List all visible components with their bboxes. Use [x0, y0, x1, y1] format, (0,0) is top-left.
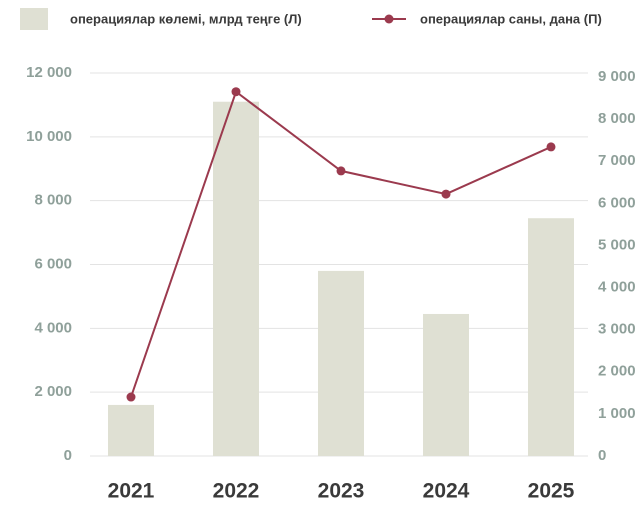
- line-point: [336, 166, 346, 176]
- legend-label: операциялар саны, дана (П): [420, 11, 602, 26]
- line-point: [126, 392, 136, 402]
- bar: [528, 218, 574, 456]
- line-point: [231, 87, 241, 97]
- bar: [423, 313, 469, 456]
- bar: [318, 270, 364, 456]
- x-tick-label: 2024: [423, 480, 470, 503]
- line-point: [546, 142, 556, 152]
- legend-swatch: [384, 14, 394, 24]
- x-tick-label: 2021: [108, 480, 155, 503]
- y-tick-label: 0: [64, 447, 72, 464]
- y2-tick-label: 6 000: [598, 194, 636, 211]
- y-tick-label: 4 000: [34, 319, 72, 336]
- y2-tick-label: 2 000: [598, 363, 636, 380]
- y2-tick-label: 5 000: [598, 236, 636, 253]
- y2-tick-label: 1 000: [598, 405, 636, 422]
- bar: [213, 101, 259, 456]
- y-tick-label: 6 000: [34, 255, 72, 272]
- line-point: [441, 189, 451, 199]
- y2-tick-label: 9 000: [598, 68, 636, 85]
- y-tick-label: 8 000: [34, 192, 72, 209]
- y-tick-label: 10 000: [26, 128, 72, 145]
- y2-tick-label: 0: [598, 447, 606, 464]
- bar: [108, 404, 154, 456]
- legend-label: операциялар көлемі, млрд теңге (Л): [70, 11, 302, 26]
- y2-tick-label: 7 000: [598, 152, 636, 169]
- y2-tick-label: 4 000: [598, 279, 636, 296]
- y2-tick-label: 8 000: [598, 110, 636, 127]
- y-tick-label: 2 000: [34, 383, 72, 400]
- y2-tick-label: 3 000: [598, 321, 636, 338]
- x-tick-label: 2022: [213, 480, 260, 503]
- x-tick-label: 2023: [318, 480, 365, 503]
- legend-swatch: [20, 8, 48, 30]
- y-tick-label: 12 000: [26, 64, 72, 81]
- x-tick-label: 2025: [528, 480, 575, 503]
